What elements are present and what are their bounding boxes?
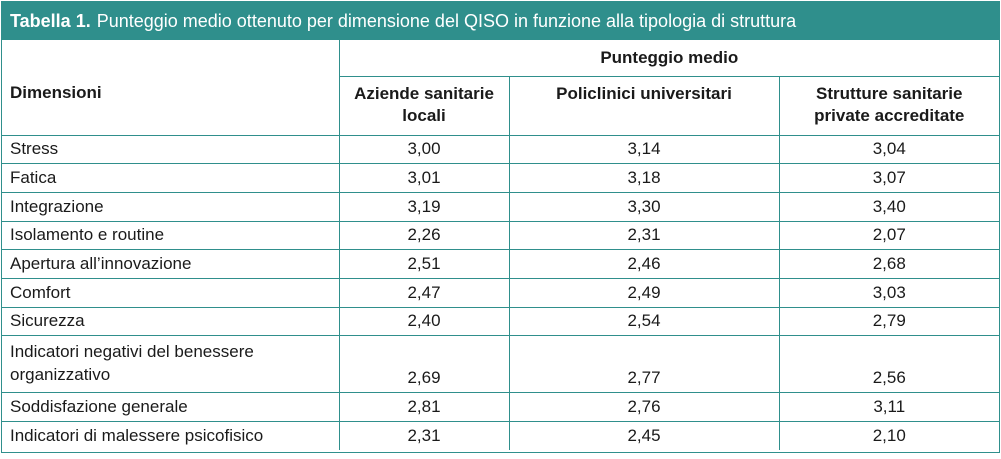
cell-policlinici: 3,18 — [509, 163, 780, 193]
cell-policlinici: 2,54 — [509, 307, 780, 337]
cell-policlinici: 2,46 — [509, 249, 780, 279]
table-row: Integrazione 3,19 3,30 3,40 — [2, 192, 1000, 222]
cell-strutture: 2,79 — [779, 307, 1000, 337]
table-label: Tabella 1. — [10, 10, 91, 31]
table-row: Fatica 3,01 3,18 3,07 — [2, 163, 1000, 193]
cell-aziende: 3,01 — [339, 163, 510, 193]
cell-strutture: 2,10 — [872, 426, 906, 446]
cell-policlinici: 2,31 — [509, 221, 780, 251]
table-row: Apertura all’innovazione 2,51 2,46 2,68 — [2, 249, 1000, 279]
row-dimension: Soddisfazione generale — [2, 392, 340, 422]
table-row: Soddisfazione generale 2,81 2,76 3,11 — [2, 392, 1000, 422]
cell-aziende: 2,31 — [339, 421, 510, 451]
row-dimension: Apertura all’innovazione — [2, 249, 340, 279]
cell-aziende: 3,19 — [339, 192, 510, 222]
column-header-strutture: Strutture sanitarie private accreditate — [779, 76, 1000, 136]
column-header-row: Dimensioni Aziende sanitarie locali Poli… — [2, 76, 1000, 136]
cell-policlinici: 2,76 — [509, 392, 780, 422]
cell-policlinici: 2,77 — [509, 335, 780, 394]
cell-strutture: 3,04 — [779, 135, 1000, 165]
cell-policlinici: 3,30 — [509, 192, 780, 222]
column-header-aziende: Aziende sanitarie locali — [339, 76, 510, 136]
cell-aziende: 2,51 — [339, 249, 510, 279]
row-dimension: Indicatori negativi del benessere organi… — [2, 335, 340, 394]
cell-policlinici: 2,49 — [509, 278, 780, 308]
row-dimension: Fatica — [2, 163, 340, 193]
table-row: Stress 3,00 3,14 3,04 — [2, 135, 1000, 165]
cell-aziende: 2,69 — [339, 335, 510, 394]
table-caption: Punteggio medio ottenuto per dimensione … — [96, 10, 797, 31]
row-dimension: Integrazione — [2, 192, 340, 222]
cell-strutture: 2,68 — [779, 249, 1000, 279]
group-header-blank — [2, 40, 340, 76]
cell-aziende: 3,00 — [339, 135, 510, 165]
cell-strutture: 2,56 — [779, 335, 1000, 394]
group-header-row: Punteggio medio — [2, 40, 1000, 77]
scores-table: Punteggio medio Dimensioni Aziende sanit… — [2, 40, 1000, 451]
table-row: Sicurezza 2,40 2,54 2,79 — [2, 307, 1000, 337]
cell-policlinici: 2,45 — [509, 421, 780, 451]
table-caption-bar: Tabella 1. Punteggio medio ottenuto per … — [2, 2, 999, 40]
cell-aziende: 2,47 — [339, 278, 510, 308]
cell-strutture: 3,40 — [779, 192, 1000, 222]
cell-aziende: 2,40 — [339, 307, 510, 337]
cell-aziende: 2,26 — [339, 221, 510, 251]
cell-strutture: 3,11 — [779, 392, 1000, 422]
table-row: Isolamento e routine 2,26 2,31 2,07 — [2, 221, 1000, 251]
cell-strutture: 2,07 — [779, 221, 1000, 251]
column-header-policlinici: Policlinici universitari — [509, 76, 780, 136]
table-row: Indicatori di malessere psicofisico 2,31… — [2, 421, 999, 451]
row-dimension: Isolamento e routine — [2, 221, 340, 251]
cell-aziende: 2,81 — [339, 392, 510, 422]
row-dimension: Stress — [2, 135, 340, 165]
cell-strutture: 3,07 — [779, 163, 1000, 193]
table-row: Indicatori negativi del benessere organi… — [2, 335, 1000, 394]
table-row: Comfort 2,47 2,49 3,03 — [2, 278, 1000, 308]
row-dimension: Sicurezza — [2, 307, 340, 337]
group-header: Punteggio medio — [339, 40, 1000, 77]
row-dimension: Indicatori di malessere psicofisico — [2, 421, 340, 451]
cell-strutture: 3,03 — [779, 278, 1000, 308]
row-dimension: Comfort — [2, 278, 340, 308]
cell-policlinici: 3,14 — [509, 135, 780, 165]
column-header-dimensioni: Dimensioni — [2, 76, 340, 136]
